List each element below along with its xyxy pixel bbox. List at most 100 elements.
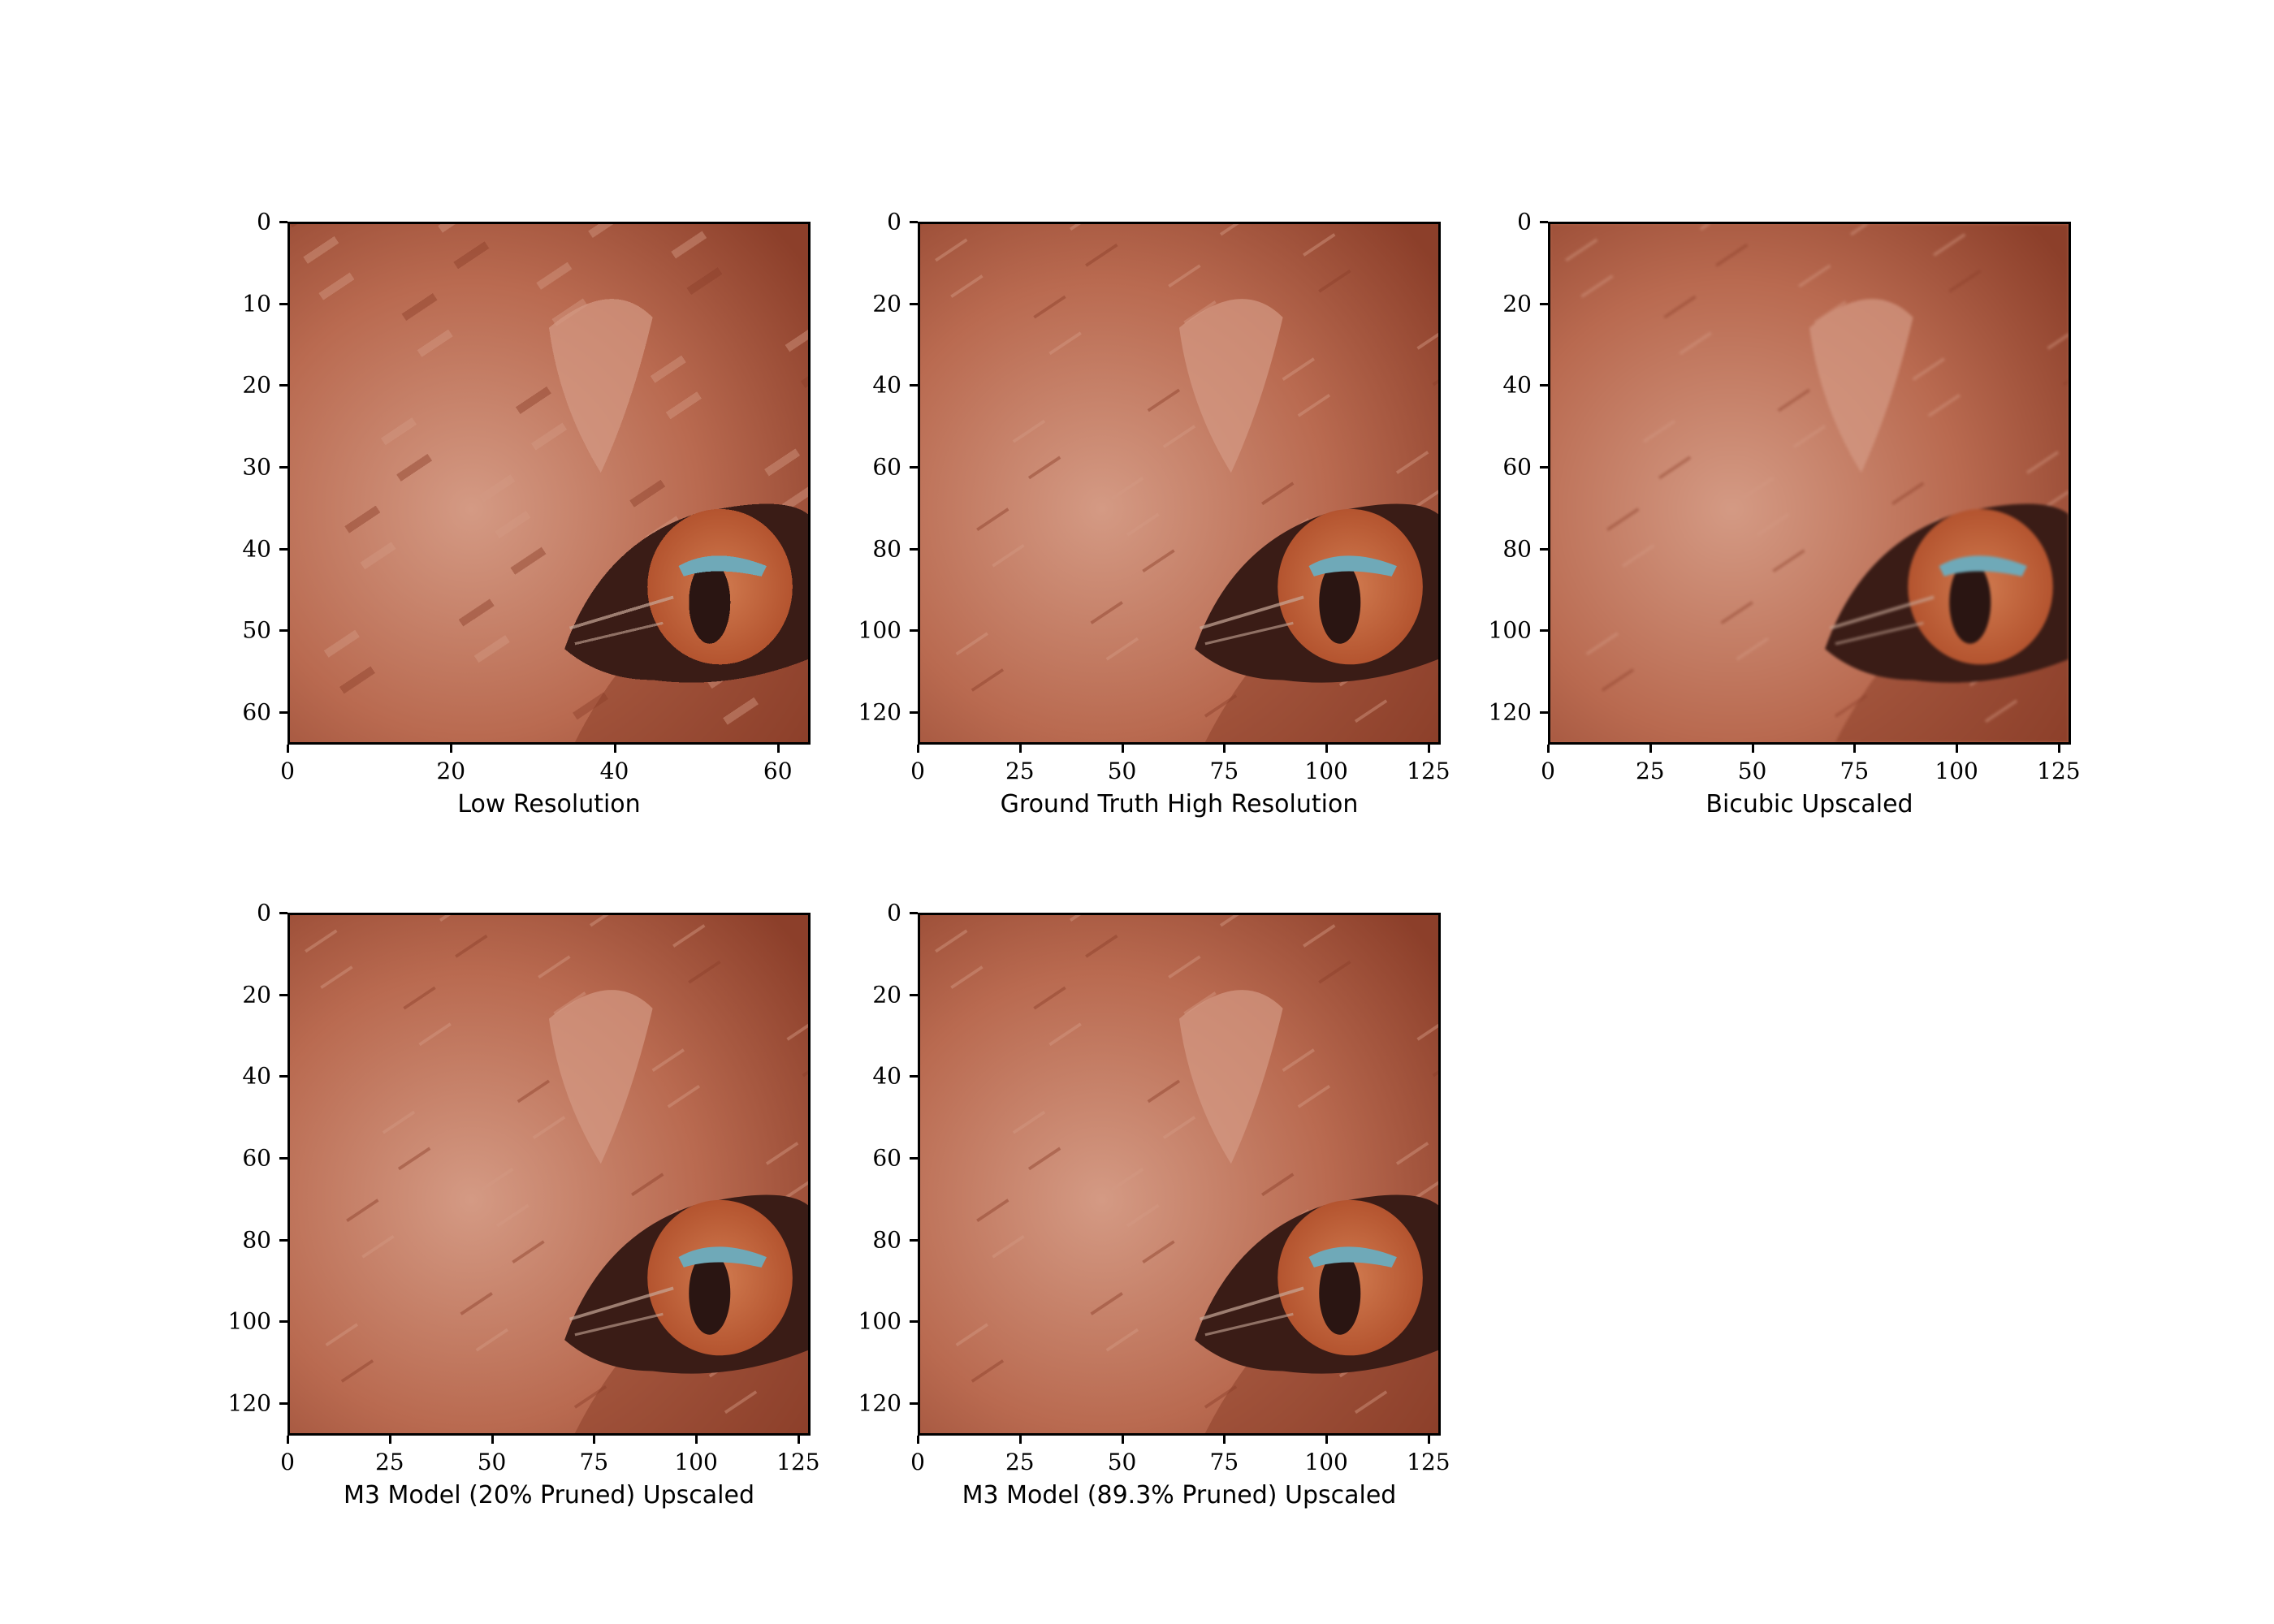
x-tick-label: 75 [579, 1449, 609, 1475]
fox-eye-picture [920, 915, 1438, 1433]
x-tick-label: 25 [1005, 758, 1035, 784]
x-tick-mark [1427, 1436, 1430, 1444]
x-tick-label: 125 [1407, 1449, 1450, 1475]
x-tick-mark [1547, 745, 1550, 753]
x-tick-label: 75 [1209, 758, 1239, 784]
y-tick-mark [910, 1075, 918, 1078]
x-tick-mark [917, 1436, 919, 1444]
y-tick-label: 100 [858, 616, 901, 644]
x-tick-mark [1325, 745, 1329, 753]
y-tick-mark [279, 1320, 287, 1324]
y-tick-label: 0 [887, 208, 901, 235]
y-tick-label: 20 [872, 290, 901, 317]
fox-eye-picture [290, 915, 808, 1433]
y-tick-mark [279, 993, 287, 996]
x-tick-mark [1018, 745, 1022, 753]
x-tick-mark [1121, 1436, 1124, 1444]
x-tick-label: 50 [1737, 758, 1767, 784]
panel-caption: Low Resolution [457, 790, 641, 818]
x-tick-label: 125 [1407, 758, 1450, 784]
y-tick-label: 60 [242, 1144, 271, 1172]
x-tick-mark [917, 745, 919, 753]
x-tick-mark [695, 1436, 698, 1444]
x-tick-label: 100 [1935, 758, 1978, 784]
y-tick-label: 60 [872, 1144, 901, 1172]
y-tick-label: 20 [872, 981, 901, 1009]
y-tick-mark [279, 465, 287, 469]
x-tick-label: 20 [436, 758, 466, 784]
y-tick-mark [279, 629, 287, 633]
y-tick-mark [910, 221, 918, 223]
y-tick-mark [279, 1156, 287, 1160]
x-tick-mark [593, 1436, 596, 1444]
y-tick-mark [1540, 629, 1548, 633]
y-tick-mark [910, 465, 918, 469]
y-tick-label: 40 [872, 371, 901, 399]
x-tick-mark [1853, 745, 1857, 753]
x-tick-mark [287, 745, 289, 753]
y-tick-label: 0 [1517, 208, 1532, 235]
x-tick-label: 100 [1304, 1449, 1348, 1475]
x-tick-label: 50 [1107, 758, 1137, 784]
y-tick-label: 40 [872, 1062, 901, 1090]
fox-eye-image [287, 222, 811, 745]
x-tick-mark [776, 745, 780, 753]
y-tick-label: 40 [242, 1062, 271, 1090]
x-tick-mark [491, 1436, 494, 1444]
y-tick-mark [910, 629, 918, 633]
y-tick-label: 100 [227, 1307, 271, 1335]
y-tick-mark [279, 384, 287, 387]
y-tick-mark [1540, 547, 1548, 551]
y-tick-mark [279, 1238, 287, 1242]
y-tick-mark [910, 302, 918, 305]
x-tick-mark [1018, 1436, 1022, 1444]
y-tick-label: 80 [242, 1226, 271, 1253]
y-tick-label: 60 [242, 698, 271, 726]
x-tick-mark [2057, 745, 2060, 753]
y-tick-label: 100 [1488, 616, 1532, 644]
x-tick-mark [1751, 745, 1754, 753]
y-tick-mark [1540, 710, 1548, 714]
x-tick-label: 25 [1005, 1449, 1035, 1475]
x-tick-label: 75 [1840, 758, 1870, 784]
x-tick-label: 50 [1107, 1449, 1137, 1475]
y-tick-mark [910, 993, 918, 996]
y-tick-mark [910, 710, 918, 714]
y-tick-label: 30 [242, 453, 271, 481]
y-tick-label: 120 [227, 1389, 271, 1417]
y-tick-mark [279, 302, 287, 305]
x-tick-label: 60 [763, 758, 793, 784]
x-tick-label: 0 [910, 1449, 925, 1475]
x-tick-mark [1649, 745, 1652, 753]
y-tick-mark [1540, 384, 1548, 387]
panel-caption: Bicubic Upscaled [1706, 790, 1913, 818]
x-tick-label: 125 [2037, 758, 2081, 784]
y-tick-mark [279, 1402, 287, 1405]
y-tick-mark [279, 1075, 287, 1078]
x-tick-mark [613, 745, 616, 753]
x-tick-label: 25 [374, 1449, 404, 1475]
x-tick-mark [1427, 745, 1430, 753]
y-tick-mark [910, 547, 918, 551]
y-tick-label: 0 [257, 208, 271, 235]
y-tick-mark [910, 1320, 918, 1324]
y-tick-mark [910, 1156, 918, 1160]
y-tick-label: 20 [242, 981, 271, 1009]
fox-eye-picture [920, 224, 1438, 742]
fox-eye-image [918, 913, 1441, 1436]
x-tick-label: 0 [280, 758, 295, 784]
x-tick-label: 125 [776, 1449, 820, 1475]
x-tick-label: 100 [674, 1449, 718, 1475]
x-tick-mark [1223, 745, 1226, 753]
panel-caption: M3 Model (20% Pruned) Upscaled [343, 1481, 755, 1510]
y-tick-mark [279, 912, 287, 914]
x-tick-label: 0 [1541, 758, 1555, 784]
y-tick-mark [910, 384, 918, 387]
x-tick-mark [1956, 745, 1959, 753]
y-tick-mark [279, 547, 287, 551]
y-tick-label: 60 [1502, 453, 1532, 481]
x-tick-mark [1223, 1436, 1226, 1444]
y-tick-mark [1540, 221, 1548, 223]
y-tick-label: 120 [1488, 698, 1532, 726]
